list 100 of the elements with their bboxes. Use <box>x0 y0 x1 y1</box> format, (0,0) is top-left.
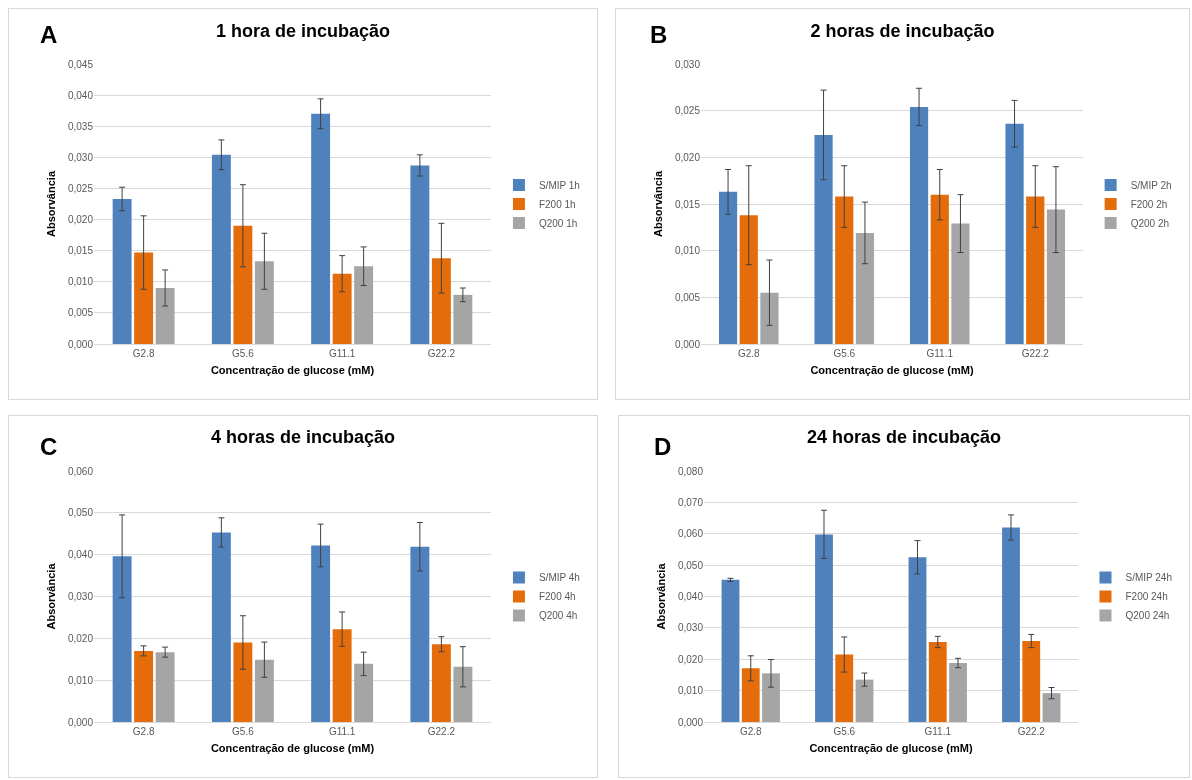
bar <box>855 232 875 344</box>
x-axis-title: Concentração de glucose (mM) <box>210 364 375 377</box>
bar <box>211 532 231 722</box>
text: B <box>650 21 668 48</box>
x-tick-label: G11.1 <box>926 348 954 359</box>
x-tick-label: G2.8 <box>132 348 155 359</box>
bar <box>354 266 374 344</box>
bar <box>741 668 760 722</box>
y-tick-label: 0,040 <box>677 591 704 602</box>
y-tick-label: 0,030 <box>67 151 94 163</box>
bar <box>1026 196 1045 344</box>
bar <box>1005 123 1024 344</box>
bar <box>155 652 175 722</box>
x-axis-title: Concentração de glucose (mM) <box>810 364 974 377</box>
x-tick-label: G2.8 <box>132 726 155 737</box>
bar <box>908 557 927 722</box>
y-tick-label: 0,020 <box>674 151 701 163</box>
legend-label: F200 4h <box>538 591 576 603</box>
bar <box>1046 209 1066 344</box>
bar <box>354 663 374 722</box>
bar <box>112 199 132 344</box>
bar <box>855 679 874 722</box>
y-tick-label: 0,000 <box>67 716 94 728</box>
bar <box>951 223 970 344</box>
y-tick-label: 0,000 <box>677 716 704 728</box>
y-tick-label: 0,025 <box>674 105 701 117</box>
bar <box>211 154 231 344</box>
bar <box>930 194 949 344</box>
bar <box>760 292 779 344</box>
y-tick-label: 0,030 <box>674 58 701 70</box>
y-tick-label: 0,015 <box>674 198 701 210</box>
bar <box>134 252 154 344</box>
y-tick-label: 0,020 <box>67 632 94 644</box>
y-tick-label: 0,010 <box>674 245 701 257</box>
x-tick-label: G5.6 <box>833 726 856 737</box>
bar <box>1002 527 1020 722</box>
bar <box>233 225 253 344</box>
y-tick-label: 0,010 <box>677 685 704 697</box>
bar <box>814 134 833 344</box>
x-tick-label: G2.8 <box>737 348 761 359</box>
chart-title: 24 horas de incubação <box>806 427 1002 448</box>
y-tick-label: 0,060 <box>677 528 704 540</box>
bar <box>233 642 253 722</box>
bar <box>721 579 740 722</box>
y-axis-title: Absorvância <box>654 562 667 630</box>
y-tick-label: 0,005 <box>674 291 701 303</box>
bar <box>431 644 451 722</box>
y-axis-title: Absorvância <box>651 170 664 238</box>
legend-label: Q200 24h <box>1125 610 1170 622</box>
bar <box>718 191 738 344</box>
bar <box>155 288 175 344</box>
bar <box>410 546 430 722</box>
y-tick-label: 0,010 <box>67 674 94 686</box>
bar <box>762 673 780 722</box>
text: C <box>40 433 58 460</box>
y-tick-label: 0,045 <box>67 58 94 70</box>
legend-label: F200 24h <box>1125 591 1168 603</box>
x-tick-label: G5.6 <box>232 726 255 737</box>
y-tick-label: 0,035 <box>67 120 94 132</box>
bar <box>1022 641 1041 722</box>
bar <box>410 165 430 344</box>
y-tick-label: 0,050 <box>677 559 704 571</box>
legend-label: S/MIP 2h <box>1130 179 1172 191</box>
x-tick-label: G2.8 <box>739 726 763 737</box>
bar <box>815 534 833 722</box>
y-tick-label: 0,040 <box>67 89 94 101</box>
x-tick-label: G5.6 <box>833 348 856 359</box>
y-tick-label: 0,005 <box>67 307 94 319</box>
legend-label: S/MIP 1h <box>538 179 580 191</box>
x-tick-label: G22.2 <box>1017 726 1046 737</box>
legend-label: S/MIP 4h <box>538 572 580 584</box>
x-tick-label: G11.1 <box>924 726 952 737</box>
bar <box>112 556 132 722</box>
bar <box>909 106 929 344</box>
bar <box>332 273 352 344</box>
bar <box>835 196 854 344</box>
y-tick-label: 0,030 <box>67 591 94 602</box>
bar <box>835 654 854 722</box>
bar <box>1042 693 1061 722</box>
legend-label: Q200 1h <box>538 217 578 229</box>
legend-label: F200 2h <box>1130 198 1168 210</box>
y-tick-label: 0,080 <box>677 465 704 477</box>
y-axis-title: Absorvância <box>44 562 57 630</box>
y-tick-label: 0,000 <box>674 338 701 350</box>
x-tick-label: G11.1 <box>328 726 356 737</box>
y-axis-title: Absorvância <box>44 170 57 238</box>
y-tick-label: 0,000 <box>67 338 94 350</box>
legend-label: F200 1h <box>538 198 576 210</box>
x-tick-label: G11.1 <box>328 348 356 359</box>
y-tick-label: 0,015 <box>67 245 94 257</box>
legend-label: S/MIP 24h <box>1125 572 1172 584</box>
legend-label: Q200 2h <box>1130 217 1170 229</box>
text: A <box>40 21 58 48</box>
chart-title: 1 hora de incubação <box>215 21 391 42</box>
legend-label: Q200 4h <box>538 610 578 622</box>
x-tick-label: G5.6 <box>232 348 255 359</box>
bar <box>311 113 331 344</box>
bar <box>431 258 451 344</box>
bar <box>254 659 274 722</box>
bar <box>453 666 473 722</box>
